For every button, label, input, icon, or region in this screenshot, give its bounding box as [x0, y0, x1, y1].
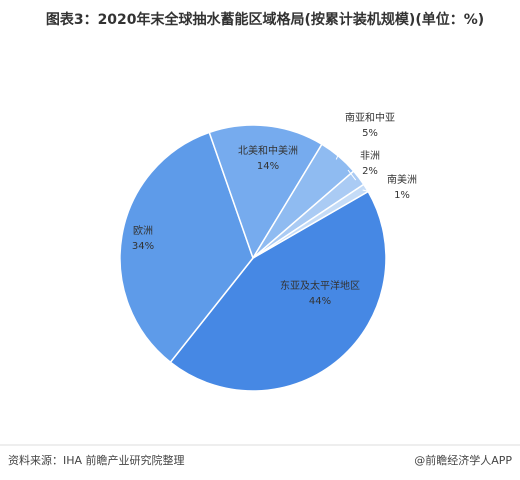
leader-line [362, 189, 381, 195]
slice-value-label: 1% [394, 190, 410, 201]
source: 资料来源：IHA 前瞻产业研究院整理 [8, 453, 185, 467]
pie-slice [208, 124, 323, 260]
slice-value-label: 14% [257, 161, 279, 172]
slice-label: 南亚和中亚 [345, 111, 395, 124]
slice-label: 南美洲 [387, 173, 417, 186]
pie-slice [119, 131, 254, 364]
leader-line [335, 131, 349, 160]
credit: @前瞻经济学人APP [414, 453, 512, 467]
slice-value-label: 5% [362, 128, 378, 139]
pie-slice [169, 190, 387, 392]
slice-value-label: 44% [309, 296, 331, 307]
slice-value-label: 34% [132, 241, 154, 252]
slice-value-label: 2% [362, 166, 378, 177]
slice-label: 非洲 [360, 150, 380, 162]
slice-label: 欧洲 [133, 225, 153, 237]
chart-title: 图表3：2020年末全球抽水蓄能区域格局(按累计装机规模)(单位：%) [45, 12, 485, 28]
leader-line [347, 169, 357, 181]
slice-label: 北美和中美洲 [238, 144, 298, 157]
slice-label: 东亚及太平洋地区 [280, 279, 360, 292]
